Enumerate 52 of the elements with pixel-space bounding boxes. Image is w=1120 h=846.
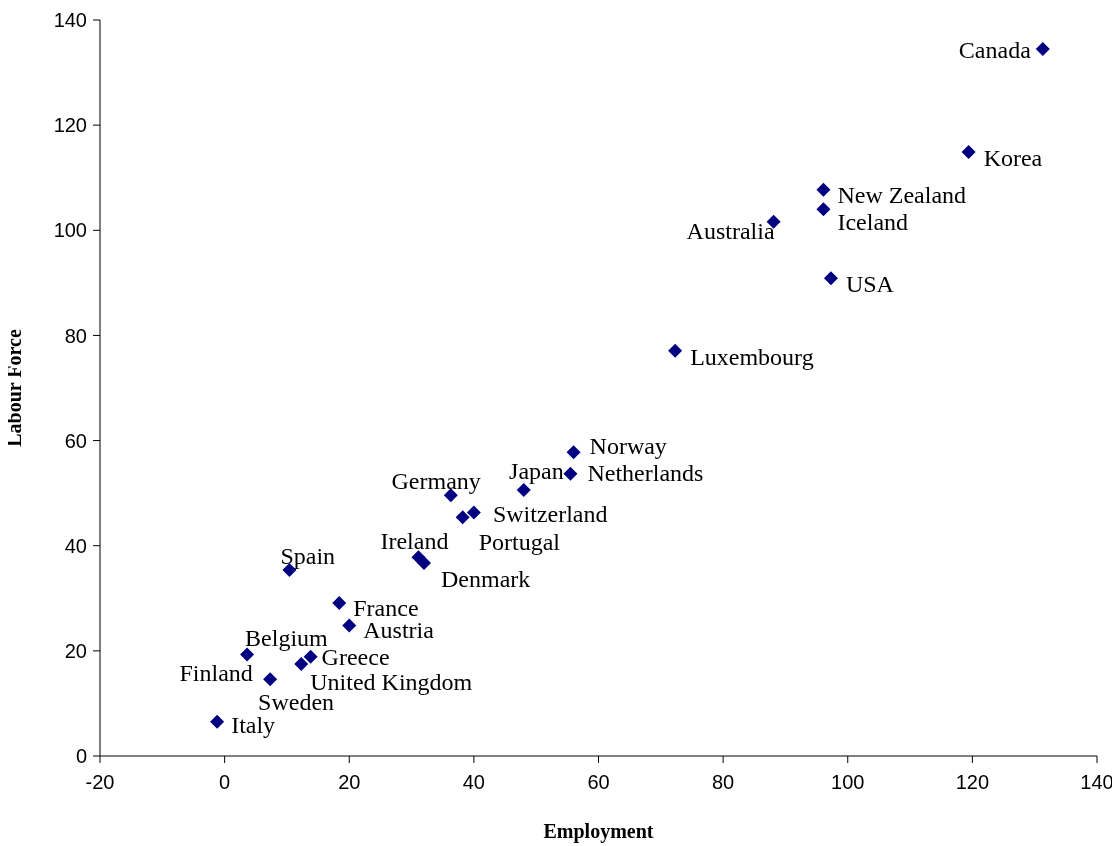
point	[417, 556, 432, 571]
point	[816, 182, 831, 197]
annotation: Japan	[509, 457, 564, 484]
annotation: Iceland	[837, 209, 909, 236]
y-tick-label: 40	[64, 534, 87, 557]
point	[566, 445, 581, 460]
point	[961, 144, 976, 159]
point	[668, 343, 683, 358]
point	[332, 596, 347, 611]
point	[210, 714, 225, 729]
y-tick-label: 100	[53, 219, 87, 242]
annotation: Denmark	[441, 566, 531, 593]
annotation: Australia	[686, 217, 775, 244]
annotation: Korea	[983, 144, 1043, 171]
annotation: Netherlands	[587, 459, 704, 486]
x-tick-label: 140	[1080, 771, 1114, 794]
annotation: USA	[845, 271, 895, 298]
point	[466, 505, 481, 520]
x-axis-title: Employment	[543, 820, 654, 843]
annotation: Portugal	[478, 529, 561, 556]
point	[563, 466, 578, 481]
annotation: Luxembourg	[690, 343, 814, 370]
x-tick-label: -20	[85, 771, 115, 794]
point	[1035, 41, 1050, 56]
annotation: Germany	[391, 468, 481, 495]
y-tick-label: 20	[64, 639, 87, 662]
annotation: Ireland	[380, 528, 449, 555]
x-tick-label: 100	[831, 771, 865, 794]
y-tick-label: 140	[53, 9, 87, 32]
annotation: Switzerland	[492, 500, 608, 527]
point	[455, 510, 470, 525]
point	[294, 657, 309, 671]
y-tick-label: 60	[64, 429, 87, 452]
point	[263, 672, 278, 687]
x-tick-label: 20	[338, 771, 361, 794]
point	[342, 618, 357, 633]
point	[823, 271, 838, 286]
y-tick-label: 80	[64, 324, 87, 347]
x-tick-label: 120	[955, 771, 990, 794]
annotation: Canada	[958, 36, 1032, 63]
x-tick-label: 40	[462, 771, 485, 794]
annotation: Finland	[179, 659, 253, 686]
x-tick-label: 60	[587, 771, 610, 794]
annotation: Norway	[589, 433, 667, 460]
y-tick-label: 0	[75, 745, 87, 768]
annotation: New Zealand	[837, 181, 967, 208]
point	[816, 202, 831, 217]
y-tick-label: 120	[53, 114, 87, 137]
x-tick-label: 0	[219, 771, 231, 794]
x-tick-label: 80	[712, 771, 735, 794]
y-axis-title: Labour Force	[3, 329, 26, 447]
annotation: Spain	[280, 542, 336, 569]
